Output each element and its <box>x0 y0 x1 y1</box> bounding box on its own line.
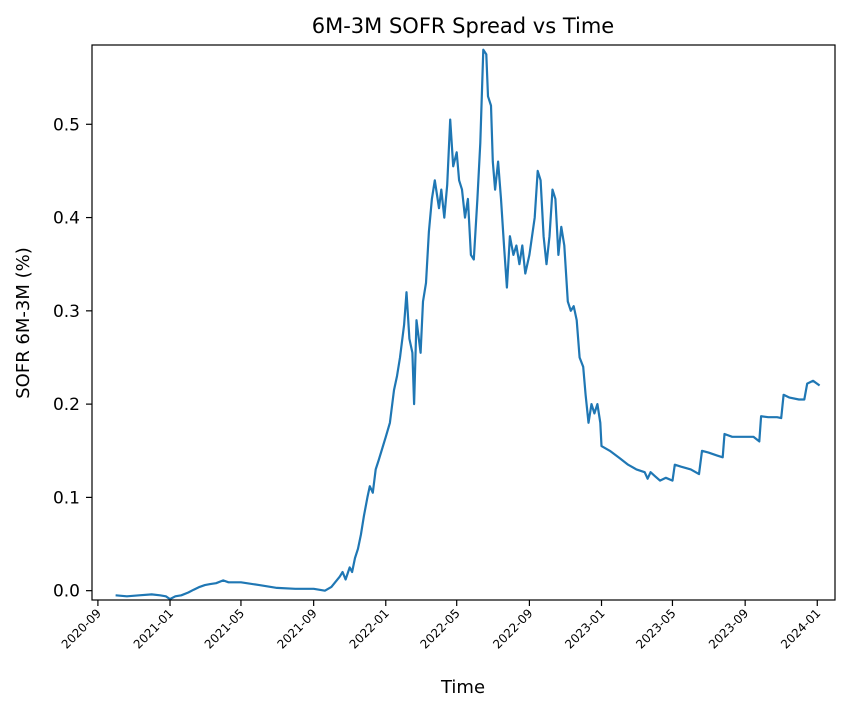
y-tick-label: 0.4 <box>53 209 80 229</box>
y-tick-label: 0.3 <box>53 302 80 322</box>
series-line-0 <box>115 48 821 600</box>
y-axis: 0.0 0.1 0.2 0.3 0.4 0.5 <box>53 115 92 602</box>
chart-title: 6M-3M SOFR Spread vs Time <box>312 14 614 38</box>
y-axis-label: SOFR 6M-3M (%) <box>13 247 34 399</box>
y-tick-label: 0.5 <box>53 115 80 135</box>
axes-frame <box>91 44 836 601</box>
y-tick-label: 0.0 <box>53 582 80 602</box>
y-tick-label: 0.1 <box>53 488 80 508</box>
plot-area <box>91 44 836 601</box>
series-layer <box>115 48 821 600</box>
x-axis-label: Time <box>440 677 485 698</box>
y-tick-label: 0.2 <box>53 395 80 415</box>
